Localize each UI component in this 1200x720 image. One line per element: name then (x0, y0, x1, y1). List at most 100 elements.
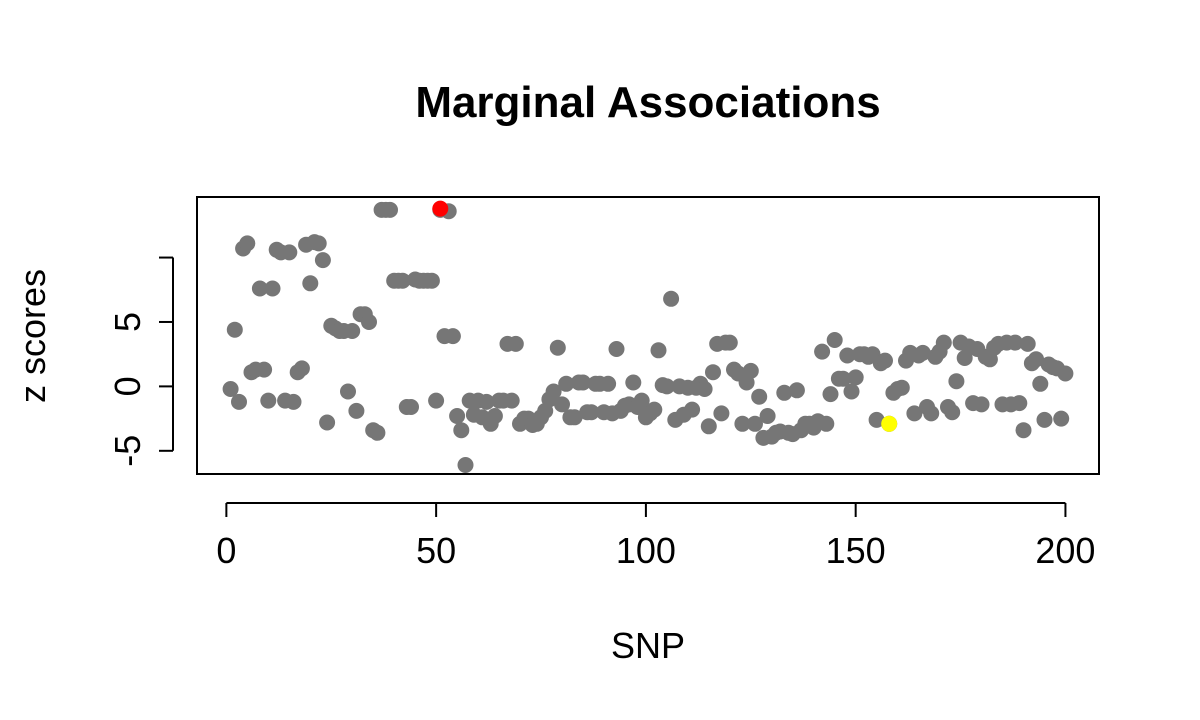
data-point (935, 334, 952, 351)
data-point (1057, 365, 1074, 382)
data-point (1036, 411, 1053, 428)
data-point (545, 383, 562, 400)
data-point (633, 392, 650, 409)
data-point (923, 405, 940, 422)
y-axis: -5 0 5 (107, 256, 174, 467)
data-point (713, 405, 730, 422)
data-point (877, 352, 893, 369)
data-point (226, 321, 243, 338)
data-point (478, 393, 495, 410)
data-point (256, 361, 273, 378)
data-point (449, 408, 466, 424)
data-point (788, 382, 805, 399)
data-point (285, 393, 302, 410)
data-point (658, 378, 675, 395)
data-point (835, 370, 852, 387)
data-point (1019, 335, 1036, 352)
data-point (1028, 351, 1045, 368)
data-point (696, 381, 713, 397)
data-point (503, 392, 520, 409)
data-point (340, 383, 356, 400)
data-point (281, 244, 298, 261)
data-point (608, 341, 625, 357)
highlight-point (881, 415, 898, 432)
x-tick-label: 100 (616, 530, 676, 571)
data-point (558, 375, 575, 392)
data-point (428, 392, 445, 409)
data-point (1007, 334, 1024, 351)
data-point (843, 383, 860, 400)
data-point (403, 399, 419, 415)
data-point (973, 396, 990, 413)
data-point (423, 272, 440, 289)
data-point (721, 334, 738, 351)
data-point (684, 401, 701, 418)
y-tick-label: -5 (107, 435, 148, 467)
data-point (554, 396, 570, 413)
data-point (222, 381, 239, 397)
data-point (314, 252, 331, 269)
x-tick-label: 150 (826, 530, 886, 571)
data-point (944, 404, 961, 421)
data-point (260, 392, 277, 409)
lead-point (432, 200, 449, 217)
y-tick-label: 0 (107, 376, 148, 396)
x-tick-label: 200 (1035, 530, 1095, 571)
data-point (549, 339, 566, 356)
data-point (575, 374, 591, 391)
data-point (906, 405, 923, 422)
data-point (566, 409, 583, 426)
data-point (742, 362, 759, 379)
x-axis-label: SNP (611, 625, 685, 666)
data-point (344, 323, 361, 339)
data-point (348, 402, 365, 419)
data-point (453, 422, 470, 439)
data-point (583, 404, 600, 421)
data-point (814, 343, 831, 360)
data-point (293, 360, 310, 377)
data-point (361, 314, 377, 330)
data-point (600, 375, 617, 392)
data-point (826, 332, 843, 348)
data-point (302, 275, 319, 292)
data-point (948, 373, 965, 390)
data-point (839, 347, 856, 364)
data-point (369, 424, 386, 441)
data-point (1015, 422, 1032, 439)
data-point (625, 374, 642, 391)
data-point (914, 344, 931, 361)
data-point (759, 408, 776, 424)
plot-frame (196, 196, 1100, 475)
data-point (382, 201, 398, 218)
data-point (893, 379, 910, 396)
data-point (818, 415, 835, 432)
data-point (751, 388, 768, 405)
y-tick-label: 5 (107, 312, 148, 332)
data-point (705, 364, 721, 381)
data-point (251, 280, 268, 297)
data-point (734, 415, 751, 432)
data-point (847, 369, 864, 386)
data-point (319, 414, 336, 431)
data-point (776, 384, 793, 401)
data-point (646, 401, 663, 418)
data-point (507, 335, 524, 352)
data-point (700, 418, 717, 435)
data-point (310, 235, 327, 252)
x-axis: 0 50 100 150 200 (216, 502, 1095, 571)
data-point (394, 272, 411, 289)
data-point (747, 415, 763, 432)
data-point (1011, 395, 1028, 412)
x-tick-label: 50 (416, 530, 456, 571)
x-tick-label: 0 (216, 530, 236, 571)
data-point (264, 280, 281, 297)
data-point (868, 411, 885, 428)
data-point (231, 393, 247, 410)
data-point (663, 290, 680, 307)
data-point (650, 342, 667, 359)
data-point (1053, 410, 1070, 427)
data-point (486, 408, 503, 424)
data-point (444, 328, 461, 345)
points-layer (222, 200, 1074, 473)
